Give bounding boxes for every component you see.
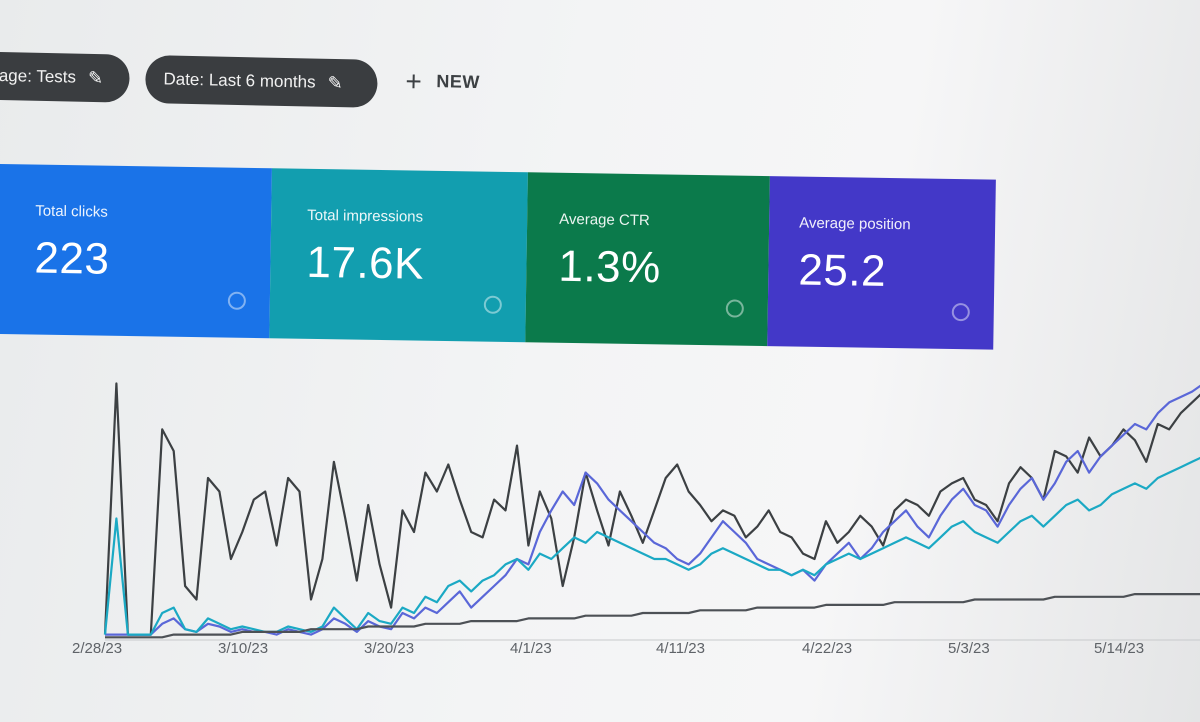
- card-label: Average CTR: [559, 210, 650, 230]
- metric-cards: Total clicks 223 Total impressions 17.6K…: [0, 164, 1000, 360]
- date-filter-chip[interactable]: Date: Last 6 months ✎: [144, 55, 378, 108]
- help-icon[interactable]: [227, 291, 247, 310]
- series-line-2: [105, 384, 1200, 636]
- total-impressions-card[interactable]: Total impressions 17.6K: [269, 168, 528, 343]
- average-position-card[interactable]: Average position 25.2: [767, 176, 996, 350]
- help-icon[interactable]: [483, 295, 502, 314]
- filter-toolbar: Page: Tests ✎ Date: Last 6 months ✎ + NE…: [0, 51, 700, 121]
- card-value: 17.6K: [306, 237, 425, 289]
- average-ctr-card[interactable]: Average CTR 1.3%: [525, 172, 770, 347]
- x-tick-label: 3/20/23: [364, 640, 415, 657]
- new-filter-label: NEW: [436, 71, 481, 93]
- pencil-icon[interactable]: ✎: [327, 72, 343, 93]
- total-clicks-card[interactable]: Total clicks 223: [0, 164, 272, 339]
- x-tick-label: 2/28/23: [72, 640, 123, 657]
- card-value: 1.3%: [558, 241, 662, 293]
- card-label: Total impressions: [307, 206, 424, 226]
- x-tick-label: 5/3/23: [948, 640, 990, 657]
- x-tick-label: 3/10/23: [218, 640, 269, 657]
- x-axis-labels: 2/28/23 3/10/23 3/20/23 4/1/23 4/11/23 4/22/2…: [0, 640, 1200, 670]
- help-icon[interactable]: [951, 302, 970, 322]
- new-filter-button[interactable]: + NEW: [405, 65, 481, 97]
- help-icon[interactable]: [725, 299, 744, 318]
- page-filter-chip[interactable]: Page: Tests ✎: [0, 51, 130, 103]
- card-value: 25.2: [798, 245, 887, 296]
- plus-icon: +: [405, 65, 423, 97]
- series-line-3: [103, 456, 1200, 636]
- x-tick-label: 4/1/23: [510, 640, 552, 657]
- series-line-1: [103, 382, 1200, 636]
- card-value: 223: [34, 233, 110, 284]
- series-line-4: [105, 593, 1200, 639]
- x-tick-label: 4/11/23: [656, 640, 705, 657]
- pencil-icon[interactable]: ✎: [87, 67, 104, 88]
- performance-line-chart: [103, 382, 1200, 641]
- x-tick-label: 4/22/23: [802, 640, 853, 657]
- card-label: Total clicks: [35, 202, 108, 221]
- card-label: Average position: [799, 214, 911, 234]
- x-tick-label: 5/14/23: [1094, 640, 1145, 657]
- date-filter-label: Date: Last 6 months: [163, 69, 316, 92]
- page-filter-label: Page: Tests: [0, 65, 77, 87]
